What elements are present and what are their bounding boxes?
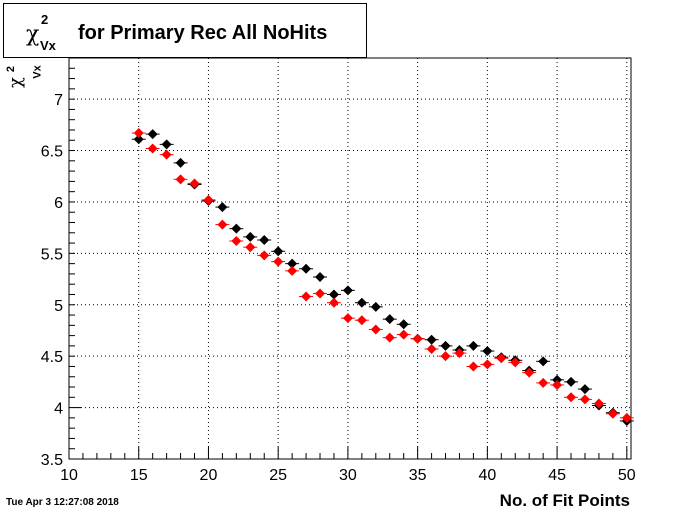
x-tick-label: 15 (130, 467, 148, 484)
data-point (579, 384, 590, 395)
data-point (203, 194, 214, 205)
data-point (440, 340, 451, 351)
data-point (579, 394, 590, 405)
data-point (398, 329, 409, 340)
data-point (133, 134, 144, 145)
data-point (175, 174, 186, 185)
x-tick-label: 50 (618, 467, 636, 484)
x-tick-label: 25 (269, 467, 287, 484)
data-point (259, 234, 270, 245)
data-point (231, 236, 242, 247)
x-tick-label: 45 (548, 467, 566, 484)
y-tick-label: 4 (54, 401, 63, 418)
data-point (133, 128, 144, 139)
x-tick-label: 35 (409, 467, 427, 484)
data-point (384, 314, 395, 325)
y-tick-label: 3.5 (41, 452, 63, 469)
data-point (273, 256, 284, 267)
data-point (217, 202, 228, 213)
y-axis-label: 2 χ Vx (4, 62, 44, 92)
y-axis-label-symbol: χ (4, 77, 26, 88)
timestamp: Tue Apr 3 12:27:08 2018 (6, 497, 119, 508)
data-point (342, 285, 353, 296)
data-point (231, 223, 242, 234)
data-point (147, 129, 158, 140)
data-point (566, 376, 577, 387)
y-tick-label: 4.5 (41, 349, 63, 366)
title-chi-symbol: χ (26, 22, 40, 47)
x-tick-label: 20 (200, 467, 218, 484)
data-point (315, 272, 326, 283)
y-tick-label: 7 (54, 92, 63, 109)
data-point (398, 319, 409, 330)
data-point (384, 332, 395, 343)
data-point (412, 333, 423, 344)
x-axis-label: No. of Fit Points (499, 491, 630, 510)
x-tick-label: 30 (339, 467, 357, 484)
y-tick-label: 6.5 (41, 144, 63, 161)
data-point (566, 392, 577, 403)
data-point (287, 265, 298, 276)
data-point (552, 379, 563, 390)
data-point (328, 289, 339, 300)
y-tick-label: 5.5 (41, 246, 63, 263)
data-point (593, 398, 604, 409)
data-point (370, 301, 381, 312)
title-superscript: 2 (41, 12, 49, 27)
data-point (468, 361, 479, 372)
y-axis-label-superscript: 2 (5, 65, 18, 73)
data-point (524, 367, 535, 378)
data-point (315, 288, 326, 299)
y-tick-label: 5 (54, 298, 63, 315)
data-point (175, 157, 186, 168)
data-point (454, 348, 465, 359)
data-point (259, 250, 270, 261)
data-point (301, 263, 312, 274)
data-point (356, 297, 367, 308)
y-tick-label: 6 (54, 195, 63, 212)
data-point (273, 246, 284, 257)
data-point (161, 149, 172, 160)
plot-frame (68, 57, 632, 460)
data-point (440, 351, 451, 362)
data-point (245, 242, 256, 253)
data-point (426, 343, 437, 354)
data-point (482, 346, 493, 357)
data-point (328, 297, 339, 308)
data-point (161, 139, 172, 150)
data-point (370, 324, 381, 335)
chart-title-box: χ 2 Vx for Primary Rec All NoHits (3, 3, 367, 58)
data-point (552, 374, 563, 385)
chart-title: for Primary Rec All NoHits (78, 22, 328, 44)
data-point (538, 356, 549, 367)
data-point (496, 353, 507, 364)
data-point (245, 231, 256, 242)
data-point (217, 219, 228, 230)
data-point (426, 334, 437, 345)
data-point (189, 178, 200, 189)
y-axis-label-subscript: Vx (31, 65, 44, 79)
data-point (621, 412, 632, 423)
data-point (301, 291, 312, 302)
x-tick-label: 10 (60, 467, 78, 484)
data-point (607, 408, 618, 419)
data-point (147, 143, 158, 154)
data-point (356, 315, 367, 326)
x-tick-label: 40 (478, 467, 496, 484)
data-point (538, 377, 549, 388)
data-point (510, 357, 521, 368)
data-point (468, 340, 479, 351)
data-point (342, 313, 353, 324)
data-point (287, 258, 298, 269)
title-subscript: Vx (40, 38, 56, 53)
data-point (482, 359, 493, 370)
